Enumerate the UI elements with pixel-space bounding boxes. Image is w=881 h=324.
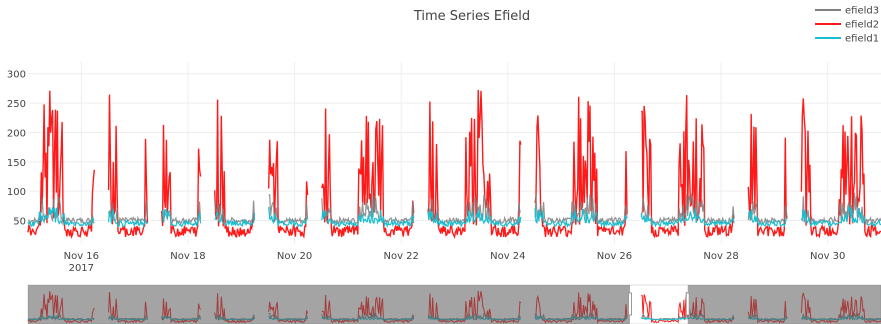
y-tick-label: 100 — [7, 187, 26, 198]
y-tick-label: 200 — [7, 128, 26, 139]
range-slider-handle-left[interactable] — [627, 292, 632, 316]
range-slider-mask-right — [687, 285, 881, 324]
y-tick-label: 250 — [7, 99, 26, 110]
range-slider[interactable] — [27, 284, 881, 324]
y-axis: 50 100 150 200 250 300 — [7, 70, 26, 228]
legend[interactable]: efield3 efield2 efield1 — [815, 6, 879, 45]
legend-label-efield2[interactable]: efield2 — [845, 20, 879, 31]
range-slider-handle-right[interactable] — [685, 292, 690, 316]
x-tick-label: Nov 30 — [810, 251, 845, 262]
x-tick-label: Nov 22 — [383, 251, 418, 262]
x-tick-sublabel: 2017 — [69, 263, 94, 274]
plot-area[interactable] — [27, 89, 881, 240]
range-slider-mask-left — [28, 285, 630, 324]
y-tick-label: 150 — [7, 158, 26, 169]
x-tick-label: Nov 18 — [170, 251, 205, 262]
y-tick-label: 50 — [13, 217, 26, 228]
legend-label-efield1[interactable]: efield1 — [845, 34, 879, 45]
x-tick-label: Nov 16 — [64, 251, 99, 262]
x-tick-label: Nov 26 — [597, 251, 632, 262]
x-tick-label: Nov 24 — [490, 251, 525, 262]
legend-label-efield3[interactable]: efield3 — [845, 6, 879, 17]
chart-grid — [28, 62, 881, 244]
x-tick-label: Nov 28 — [703, 251, 738, 262]
x-tick-label: Nov 20 — [277, 251, 312, 262]
y-tick-label: 300 — [7, 70, 26, 81]
chart-title: Time Series Efield — [413, 9, 530, 24]
series-efield1-line[interactable] — [27, 206, 881, 229]
series-efield2-line[interactable] — [27, 89, 881, 240]
